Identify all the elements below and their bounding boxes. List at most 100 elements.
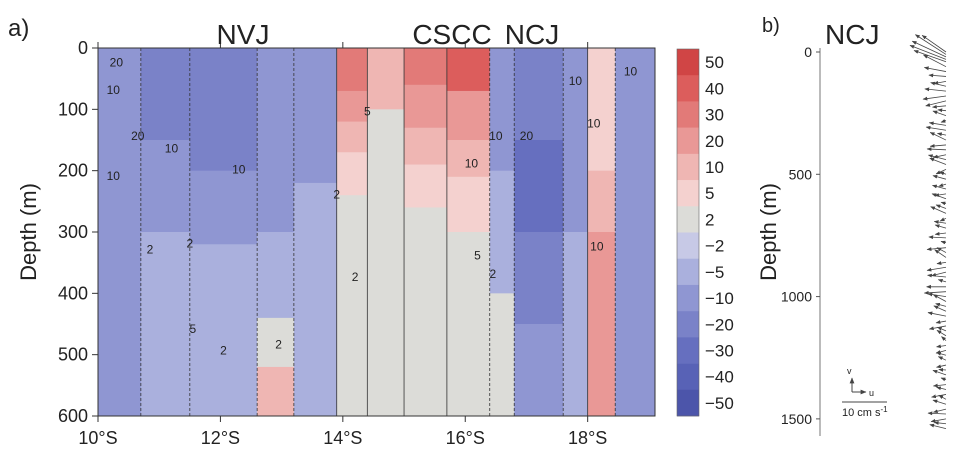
contour-cell <box>587 48 616 172</box>
velocity-arrow <box>928 235 947 240</box>
velocity-arrow <box>928 121 947 126</box>
colorbar-label: −50 <box>705 394 734 413</box>
scale-arrow-legend: v u 10 cm s-1 <box>842 366 888 419</box>
panel-b-axis: 0 500 1000 1500 <box>781 44 821 436</box>
colorbar-label: 40 <box>705 79 724 98</box>
b-y-tick-label: 500 <box>789 166 813 182</box>
velocity-arrow <box>909 45 947 60</box>
contour-lines <box>98 48 616 416</box>
velocity-arrow <box>940 377 947 382</box>
contour-label: 2 <box>147 242 154 256</box>
panel-b-label: b) <box>762 15 780 37</box>
b-y-tick-label: 0 <box>804 44 812 60</box>
colorbar: 50 40 30 20 10 5 2 −2 −5 −10 −20 −30 −40 −50 <box>676 48 734 417</box>
velocity-arrow <box>932 174 947 180</box>
colorbar-swatch <box>677 101 699 128</box>
contour-cell <box>446 176 491 233</box>
velocity-arrow <box>939 171 947 176</box>
velocity-arrow <box>937 108 947 113</box>
velocity-arrow <box>932 383 947 388</box>
contour-cell <box>404 127 448 166</box>
contour-cell <box>489 293 515 416</box>
velocity-arrow <box>933 421 947 425</box>
panel-b: b) NCJ 0 500 1000 1500 Depth (m) v u 10 cm … <box>756 15 947 436</box>
contour-cell <box>367 48 405 110</box>
velocity-arrow <box>939 217 947 222</box>
x-tick-label: 10°S <box>78 428 117 448</box>
b-y-tick-label: 1000 <box>781 289 812 305</box>
contour-cell <box>293 48 338 184</box>
velocity-arrow <box>934 224 947 229</box>
contour-cell <box>189 170 258 245</box>
velocity-arrow <box>929 132 947 141</box>
contour-cell <box>514 232 564 325</box>
scale-text: 10 cm s-1 <box>842 405 888 419</box>
velocity-arrow <box>932 104 947 109</box>
velocity-arrow <box>938 394 947 400</box>
colorbar-swatch <box>677 127 699 155</box>
contour-cell <box>257 48 295 233</box>
contour-cell <box>140 140 191 233</box>
panel-b-title: NCJ <box>825 19 879 50</box>
velocity-arrow <box>941 336 947 341</box>
velocity-arrow <box>925 125 947 131</box>
contour-label: 5 <box>190 322 197 336</box>
colorbar-swatch <box>677 389 699 417</box>
velocity-arrow <box>937 356 947 361</box>
scale-v-label: v <box>847 366 852 376</box>
velocity-arrow <box>929 157 947 165</box>
velocity-arrow <box>923 54 947 68</box>
velocity-arrow <box>926 247 947 251</box>
contour-cell <box>189 48 258 172</box>
y-tick-label: 200 <box>58 161 88 181</box>
contour-cell <box>336 195 368 416</box>
contour-cell <box>446 232 491 416</box>
velocity-arrow <box>932 369 947 376</box>
contour-cell <box>140 232 191 416</box>
contour-cell <box>367 250 405 416</box>
velocity-arrow <box>933 305 947 312</box>
velocity-arrow <box>914 34 947 55</box>
velocity-arrow <box>933 80 947 85</box>
velocity-arrow <box>931 394 947 399</box>
velocity-arrow <box>932 110 947 116</box>
colorbar-label: −20 <box>705 315 734 334</box>
contour-label: 10 <box>590 239 604 253</box>
contour-cell <box>257 366 295 416</box>
contour-label: 10 <box>107 169 121 183</box>
velocity-arrow <box>934 231 947 236</box>
velocity-arrow <box>935 169 947 175</box>
colorbar-label: −30 <box>705 341 734 360</box>
velocity-vectors <box>909 34 947 430</box>
contour-cell <box>446 48 491 92</box>
contour-label: 2 <box>489 267 496 281</box>
colorbar-swatch <box>677 180 699 207</box>
velocity-arrow <box>926 266 947 272</box>
panel-a-axes: 10°S 12°S 14°S 16°S 18°S 0 100 200 300 400 500 600 <box>58 38 607 448</box>
contour-label: 10 <box>489 129 503 143</box>
colorbar-swatch <box>677 258 699 286</box>
velocity-arrow <box>936 329 947 337</box>
panel-b-ylabel: Depth (m) <box>756 183 781 281</box>
colorbar-swatch <box>677 232 699 260</box>
y-tick-label: 300 <box>58 222 88 242</box>
contour-cell <box>563 48 589 233</box>
contour-cell <box>336 152 368 196</box>
contour-label: 10 <box>569 74 583 88</box>
velocity-arrow <box>923 290 947 295</box>
colorbar-label: 20 <box>705 132 724 151</box>
velocity-arrow <box>932 408 947 414</box>
colorbar-swatch <box>677 206 699 233</box>
contour-label: 5 <box>474 249 481 263</box>
colorbar-swatch <box>677 337 699 364</box>
velocity-arrow <box>923 66 947 72</box>
colorbar-label: −5 <box>705 263 724 282</box>
contour-cell <box>336 48 368 92</box>
velocity-arrow <box>936 132 947 137</box>
velocity-arrow <box>935 302 947 307</box>
velocity-arrow <box>932 184 947 190</box>
contour-cell <box>446 90 491 141</box>
y-tick-label: 500 <box>58 345 88 365</box>
contour-cell <box>587 232 616 416</box>
y-tick-label: 100 <box>58 99 88 119</box>
